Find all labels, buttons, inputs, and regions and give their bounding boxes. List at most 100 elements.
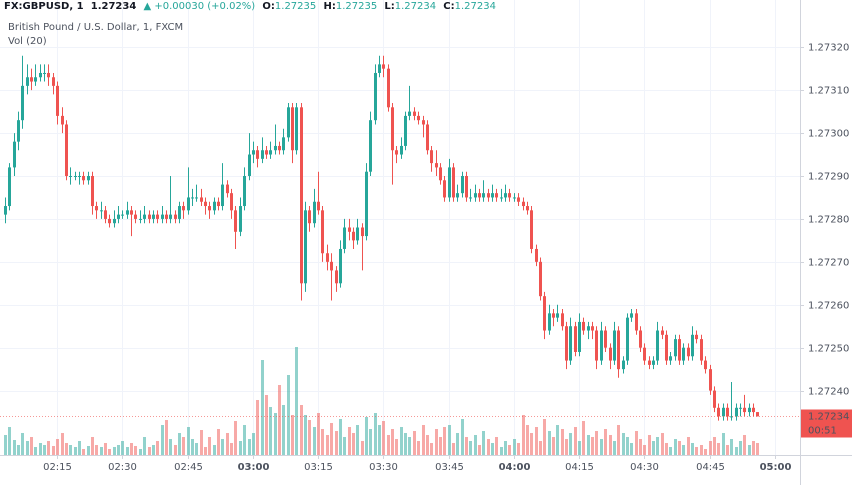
- candle-body: [430, 150, 433, 164]
- candle-body: [308, 210, 311, 224]
- candle-body: [391, 107, 394, 151]
- candle-body: [604, 330, 607, 348]
- candle-body: [739, 407, 742, 409]
- ohlc-key: L:: [384, 1, 394, 12]
- candle-body: [95, 206, 98, 211]
- volume-bar: [691, 443, 694, 455]
- x-tick-label: 04:30: [630, 462, 659, 473]
- candle-body: [82, 175, 85, 181]
- volume-bar: [730, 439, 733, 455]
- volume-bar: [230, 443, 233, 455]
- volume-bar: [335, 431, 338, 455]
- candle-body: [700, 339, 703, 361]
- volume-bar: [17, 445, 20, 455]
- volume-bar: [417, 441, 420, 455]
- y-tick-label: 1.27260: [808, 301, 849, 312]
- volume-bar: [556, 425, 559, 455]
- volume-bar: [100, 447, 103, 455]
- candle-body: [108, 218, 111, 224]
- ohlc-key: C:: [443, 1, 454, 12]
- volume-bar: [226, 433, 229, 455]
- volume-bar: [152, 445, 155, 455]
- candle-body: [661, 330, 664, 335]
- volume-bar: [548, 431, 551, 455]
- volume-bar: [487, 439, 490, 455]
- volume-bar: [404, 433, 407, 455]
- y-tick-label: 1.27310: [808, 86, 849, 97]
- countdown-label: 00:51: [808, 426, 837, 437]
- ohlc-value: 1.27234: [455, 1, 496, 12]
- volume-bar: [526, 425, 529, 455]
- volume-bar: [74, 447, 77, 455]
- candle-body: [735, 407, 738, 417]
- volume-bar: [87, 446, 90, 455]
- volume-bar: [474, 435, 477, 455]
- candle-body: [687, 347, 690, 357]
- candle-body: [561, 313, 564, 327]
- volume-bar: [317, 413, 320, 455]
- volume-bar: [52, 446, 55, 455]
- candle-body: [556, 313, 559, 318]
- candle-body: [469, 197, 472, 199]
- candle-body: [622, 360, 625, 370]
- volume-bar: [339, 419, 342, 455]
- volume-bar: [374, 413, 377, 455]
- volume-bar: [478, 445, 481, 455]
- volume-bar: [687, 437, 690, 455]
- volume-bar: [622, 433, 625, 455]
- volume-bar: [174, 445, 177, 455]
- candle-body: [656, 330, 659, 361]
- candle-body: [743, 407, 746, 413]
- last-price-label: 1.27234: [808, 412, 849, 423]
- candle-body: [269, 150, 272, 155]
- candle-body: [578, 321, 581, 352]
- candle-body: [726, 407, 729, 417]
- candle-body: [417, 115, 420, 121]
- volume-bar: [156, 441, 159, 455]
- volume-bar: [643, 445, 646, 455]
- candle-body: [539, 261, 542, 297]
- volume-bar: [678, 441, 681, 455]
- volume-bar: [626, 437, 629, 455]
- volume-bar: [530, 433, 533, 455]
- candle-body: [709, 369, 712, 391]
- candle-body: [278, 145, 281, 151]
- volume-bar: [269, 407, 272, 455]
- candle-body: [365, 171, 368, 237]
- volume-bar: [748, 445, 751, 455]
- y-tick-label: 1.27300: [808, 129, 849, 140]
- volume-bar: [200, 430, 203, 455]
- x-tick-label: 02:45: [174, 462, 203, 473]
- volume-bar: [343, 437, 346, 455]
- volume-bar: [382, 421, 385, 455]
- candle-body: [674, 339, 677, 357]
- volume-bar: [613, 441, 616, 455]
- candle-body: [208, 206, 211, 211]
- candle-body: [335, 270, 338, 284]
- volume-bar: [300, 405, 303, 455]
- volume-bar: [600, 439, 603, 455]
- countdown-box: [801, 423, 852, 438]
- volume-bar: [604, 429, 607, 455]
- candle-body: [748, 407, 751, 413]
- candle-body: [369, 120, 372, 172]
- candle-body: [21, 85, 24, 121]
- volume-bar: [617, 425, 620, 455]
- candle-body: [648, 360, 651, 365]
- volume-bar: [4, 435, 7, 455]
- candle-body: [148, 214, 151, 219]
- volume-bar: [639, 439, 642, 455]
- candle-body: [630, 313, 633, 318]
- candle-body: [591, 326, 594, 331]
- volume-bar: [348, 427, 351, 455]
- candle-body: [204, 201, 207, 207]
- candle-body: [517, 197, 520, 202]
- candle-body: [143, 214, 146, 219]
- volume-bar: [178, 433, 181, 455]
- x-tick-label: 05:00: [760, 462, 792, 473]
- candle-body: [52, 77, 55, 86]
- candle-body: [422, 120, 425, 125]
- volume-bar: [517, 443, 520, 455]
- volume-bar: [108, 449, 111, 455]
- volume-bar: [661, 433, 664, 455]
